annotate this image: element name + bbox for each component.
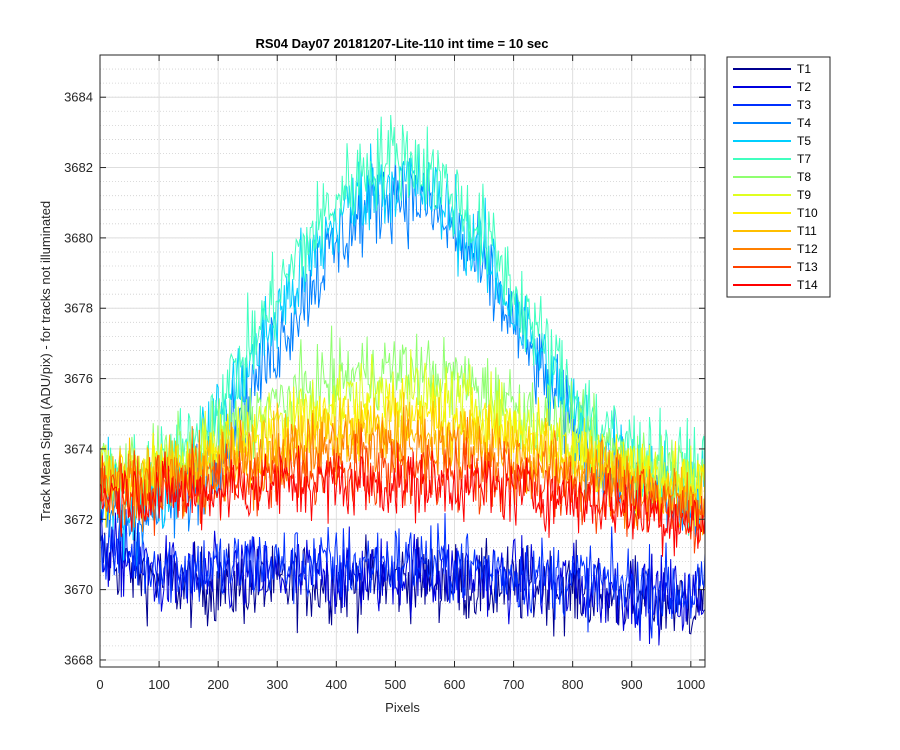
y-axis-label: Track Mean Signal (ADU/pix) - for tracks… xyxy=(38,201,53,521)
x-tick-label: 800 xyxy=(562,677,584,692)
x-tick-label: 0 xyxy=(96,677,103,692)
x-axis-label: Pixels xyxy=(385,700,420,715)
legend-label-t5: T5 xyxy=(797,134,811,148)
ticks: 0 100 200 300 400 500 600 700 800 900 1000 3668 3670… xyxy=(64,55,705,692)
legend-label-t2: T2 xyxy=(797,80,811,94)
chart-title: RS04 Day07 20181207-Lite-110 int time = … xyxy=(255,36,548,51)
x-tick-label: 600 xyxy=(444,677,466,692)
legend-label-t8: T8 xyxy=(797,170,811,184)
x-tick-label: 100 xyxy=(148,677,170,692)
y-tick-label: 3682 xyxy=(64,160,93,175)
x-tick-label: 200 xyxy=(207,677,229,692)
y-tick-label: 3676 xyxy=(64,371,93,386)
legend-label-t13: T13 xyxy=(797,260,818,274)
x-tick-label: 900 xyxy=(621,677,643,692)
series-group xyxy=(100,114,705,646)
legend-label-t7: T7 xyxy=(797,152,811,166)
x-tick-label: 400 xyxy=(325,677,347,692)
x-tick-label: 1000 xyxy=(676,677,705,692)
legend-label-t9: T9 xyxy=(797,188,811,202)
y-tick-label: 3668 xyxy=(64,652,93,667)
legend-label-t12: T12 xyxy=(797,242,818,256)
series-line-t7 xyxy=(100,114,705,536)
legend: T1 T2 T3 T4 T5 T7 T8 T9 T10 T11 T12 T13 T14 xyxy=(726,56,831,298)
x-tick-label: 700 xyxy=(503,677,525,692)
series-line-t14 xyxy=(100,442,705,557)
legend-label-t1: T1 xyxy=(797,62,811,76)
x-tick-label: 500 xyxy=(385,677,407,692)
y-tick-label: 3680 xyxy=(64,230,93,245)
y-tick-label: 3678 xyxy=(64,301,93,316)
y-tick-label: 3674 xyxy=(64,441,93,456)
y-tick-label: 3684 xyxy=(64,90,93,105)
series-line-t3 xyxy=(100,509,705,639)
y-tick-label: 3672 xyxy=(64,512,93,527)
y-tick-label: 3670 xyxy=(64,582,93,597)
legend-label-t3: T3 xyxy=(797,98,811,112)
legend-label-t14: T14 xyxy=(797,278,818,292)
legend-label-t11: T11 xyxy=(797,224,817,238)
x-tick-label: 300 xyxy=(266,677,288,692)
legend-label-t10: T10 xyxy=(797,206,818,220)
axes-box xyxy=(99,54,706,668)
legend-label-t4: T4 xyxy=(797,116,811,130)
